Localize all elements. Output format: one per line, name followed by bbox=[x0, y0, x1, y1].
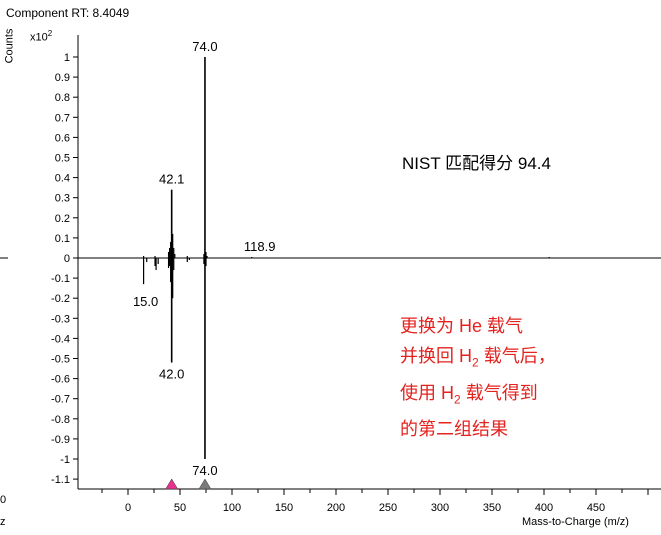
x-tick-label: 150 bbox=[275, 502, 293, 514]
annotation-text: 使用 H bbox=[400, 382, 454, 403]
y-tick-label: 0.8 bbox=[55, 92, 70, 104]
y-tick-label: -1 bbox=[60, 454, 70, 466]
annotation-text: 载气得到 bbox=[460, 382, 538, 403]
x-tick-label: 250 bbox=[379, 502, 397, 514]
y-tick-label: 0.4 bbox=[55, 173, 70, 185]
peak-label: 74.0 bbox=[192, 463, 217, 478]
x-tick-label: 200 bbox=[327, 502, 345, 514]
carrier-gas-annotation-line: 更换为 He 载气 bbox=[400, 311, 640, 341]
carrier-gas-annotation-line: 并换回 H2 载气后， bbox=[400, 341, 640, 378]
peak-label: 42.1 bbox=[159, 172, 184, 187]
y-tick-label: -0.4 bbox=[51, 333, 70, 345]
y-tick-label: -0.3 bbox=[51, 313, 70, 325]
y-tick-label: -0.7 bbox=[51, 394, 70, 406]
x-tick-label: 300 bbox=[431, 502, 449, 514]
nist-score-annotation: NIST 匹配得分 94.4 bbox=[402, 154, 551, 173]
left-edge-fragment-bottom: z bbox=[0, 516, 6, 528]
peak-label: 42.0 bbox=[159, 367, 184, 382]
x-tick-label: 50 bbox=[174, 502, 186, 514]
x-tick-label: 450 bbox=[587, 502, 605, 514]
y-tick-label: 0.2 bbox=[55, 213, 70, 225]
y-tick-label: 0.3 bbox=[55, 193, 70, 205]
y-tick-label: -0.8 bbox=[51, 414, 70, 426]
peak-label: 118.9 bbox=[244, 239, 276, 254]
x-tick-label: 400 bbox=[535, 502, 553, 514]
x-tick-label: 350 bbox=[483, 502, 501, 514]
carrier-gas-annotation: 更换为 He 载气 并换回 H2 载气后， 使用 H2 载气得到 的第二组结果 bbox=[400, 311, 640, 444]
scale-exponent: 2 bbox=[47, 29, 53, 38]
carrier-gas-annotation-line: 使用 H2 载气得到 bbox=[400, 378, 640, 415]
y-tick-label: -0.2 bbox=[51, 293, 70, 305]
annotation-text: 的第二组结果 bbox=[400, 419, 508, 440]
carrier-gas-annotation-line: 的第二组结果 bbox=[400, 414, 640, 444]
peak-marker-triangle bbox=[165, 478, 179, 490]
y-tick-label: -1.1 bbox=[51, 474, 70, 486]
peak-label: 15.0 bbox=[133, 294, 158, 309]
y-tick-label: 0 bbox=[64, 253, 70, 265]
x-tick-label: 0 bbox=[125, 502, 131, 514]
y-tick-label: 1 bbox=[64, 52, 70, 64]
peak-marker-triangle bbox=[198, 478, 212, 490]
x-axis-title: Mass-to-Charge (m/z) bbox=[522, 516, 629, 528]
left-edge-fragment-top: 0 bbox=[0, 494, 7, 506]
y-tick-label: -0.9 bbox=[51, 434, 70, 446]
annotation-text: 更换为 He 载气 bbox=[400, 316, 524, 336]
annotation-text: 载气后， bbox=[478, 346, 556, 366]
component-rt-label: Component RT: 8.4049 bbox=[6, 6, 130, 20]
x-tick-label: 100 bbox=[223, 502, 241, 514]
y-tick-label: -0.1 bbox=[51, 273, 70, 285]
y-tick-label: 0.9 bbox=[55, 72, 70, 84]
y-tick-label: -0.6 bbox=[51, 374, 70, 386]
y-tick-label: 0.6 bbox=[55, 132, 70, 144]
annotation-subscript: 2 bbox=[454, 392, 461, 407]
annotation-text: 并换回 H bbox=[400, 346, 472, 366]
peak-label: 74.0 bbox=[192, 39, 217, 54]
scale-base: x10 bbox=[30, 31, 48, 44]
y-scale-factor: x102 bbox=[30, 29, 52, 44]
annotation-subscript: 2 bbox=[472, 355, 479, 370]
y-tick-label: -0.5 bbox=[51, 354, 70, 366]
y-tick-label: 0.7 bbox=[55, 112, 70, 124]
y-tick-label: 0.5 bbox=[55, 153, 70, 165]
y-axis-title: Counts bbox=[3, 28, 16, 64]
y-tick-label: 0.1 bbox=[55, 233, 70, 245]
